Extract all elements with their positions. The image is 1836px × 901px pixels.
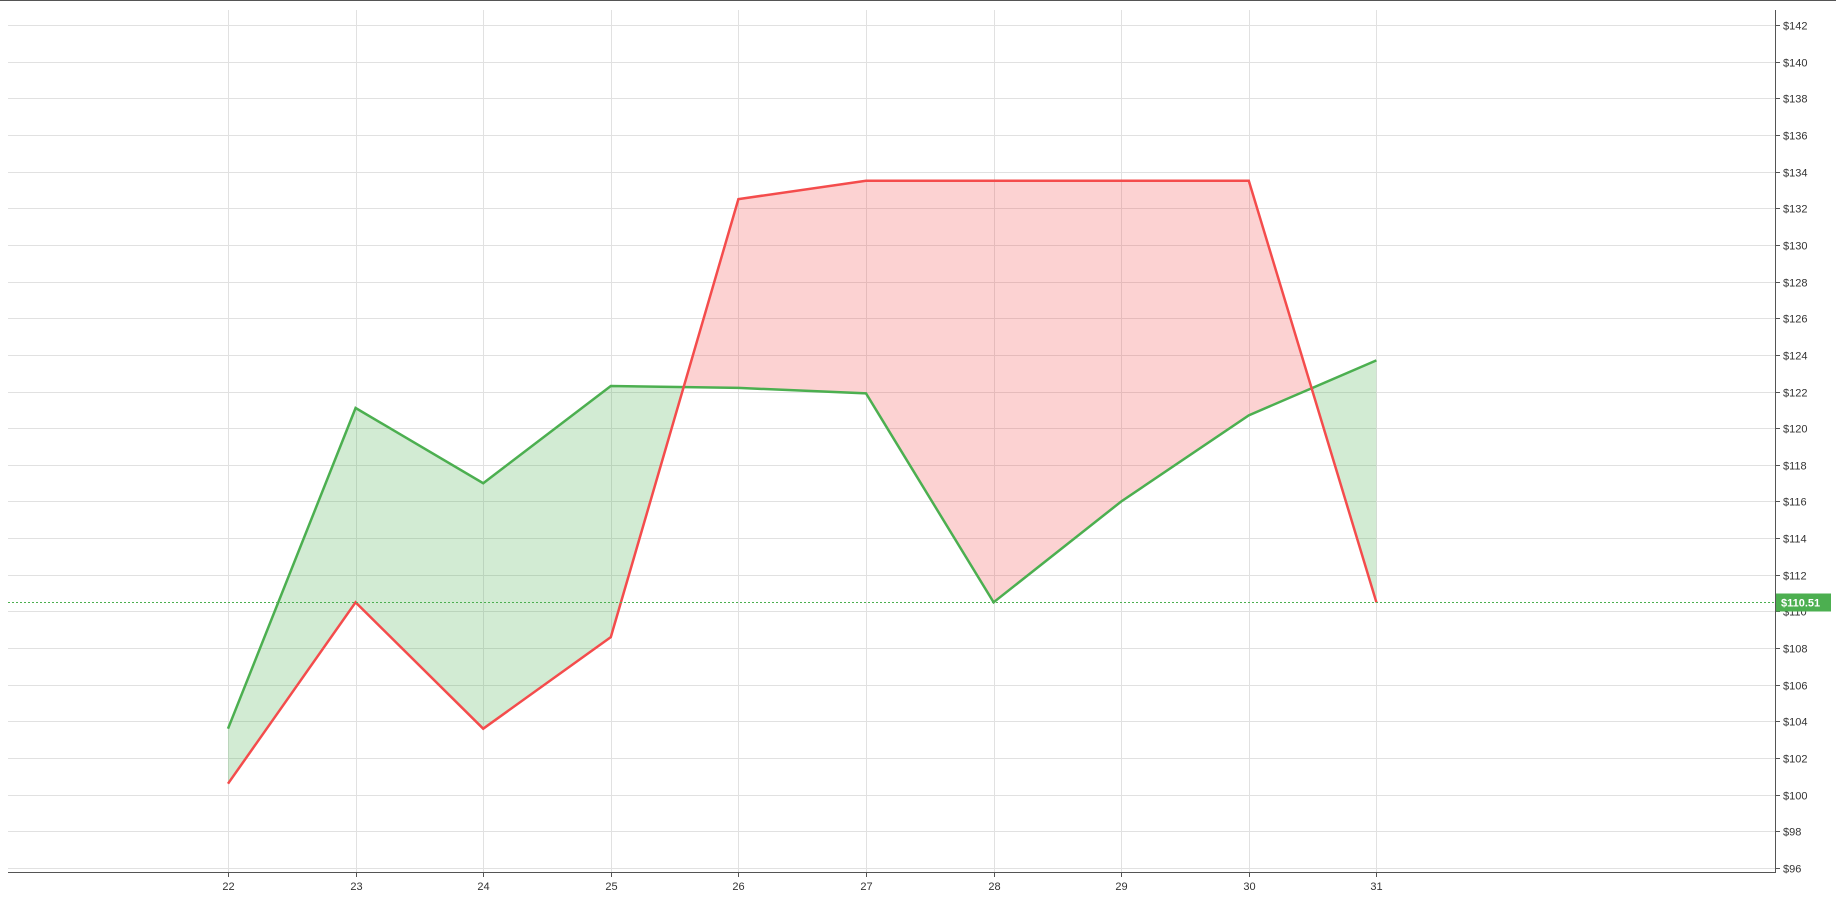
x-tick-label: 23: [350, 881, 362, 893]
y-tick-label: $140: [1783, 58, 1807, 70]
x-tick-label: 22: [222, 881, 234, 893]
y-tick-label: $118: [1783, 461, 1807, 473]
x-axis-ticks: 22 23 24 25 26 27 28 29 30 31: [222, 872, 1383, 893]
y-tick-label: $100: [1783, 791, 1807, 803]
series-line-1[interactable]: [226, 359, 1377, 730]
y-tick-label: $104: [1783, 717, 1807, 729]
y-tick-label: $108: [1783, 644, 1807, 656]
y-tick-label: $106: [1783, 681, 1807, 693]
y-tick-label: $138: [1783, 94, 1807, 106]
fill-area-below: [993, 180, 1122, 603]
y-tick-label: $122: [1783, 388, 1807, 400]
fill-area-above: [1311, 360, 1377, 603]
fill-area-above: [483, 386, 611, 729]
x-tick-label: 25: [605, 881, 617, 893]
y-tick-label: $128: [1783, 278, 1807, 290]
x-tick-label: 29: [1115, 881, 1127, 893]
y-tick-label: $112: [1783, 571, 1807, 583]
x-tick-label: 28: [988, 881, 1000, 893]
y-tick-label: $102: [1783, 754, 1807, 766]
fill-area-above: [355, 408, 484, 729]
y-tick-label: $96: [1783, 864, 1801, 876]
x-tick-label: 26: [732, 881, 744, 893]
y-tick-label: $126: [1783, 314, 1807, 326]
y-tick-label: $116: [1783, 497, 1807, 509]
fill-area-above: [228, 408, 356, 784]
fill-area-below: [1248, 180, 1312, 416]
series-line-2[interactable]: [226, 179, 1378, 785]
y-tick-label: $130: [1783, 241, 1807, 253]
y-tick-label: $114: [1783, 534, 1807, 546]
y-tick-label: $136: [1783, 131, 1807, 143]
y-tick-label: $124: [1783, 351, 1807, 363]
fill-between-area: [228, 180, 1377, 784]
y-tick-label: $98: [1783, 827, 1801, 839]
grid: [8, 10, 1775, 872]
x-tick-label: 31: [1370, 881, 1382, 893]
fill-area-below: [738, 180, 866, 394]
series-lines: [226, 179, 1378, 785]
y-tick-label: $142: [1783, 21, 1807, 33]
x-tick-label: 27: [860, 881, 872, 893]
y-tick-label: $132: [1783, 204, 1807, 216]
current-price-tag-background: [1776, 593, 1831, 612]
y-tick-label: $120: [1783, 424, 1807, 436]
fill-area-below: [1121, 180, 1249, 502]
x-tick-label: 24: [477, 881, 489, 893]
current-price-label: $110.51: [1781, 598, 1820, 610]
fill-area-below: [866, 180, 994, 603]
x-tick-label: 30: [1243, 881, 1255, 893]
y-axis-ticks: $96$98$100$102$104$106$108$110$112$114$1…: [1775, 21, 1807, 876]
axes: [8, 10, 1776, 873]
y-tick-label: $134: [1783, 168, 1807, 180]
current-price-tag: $110.51: [1776, 593, 1831, 612]
